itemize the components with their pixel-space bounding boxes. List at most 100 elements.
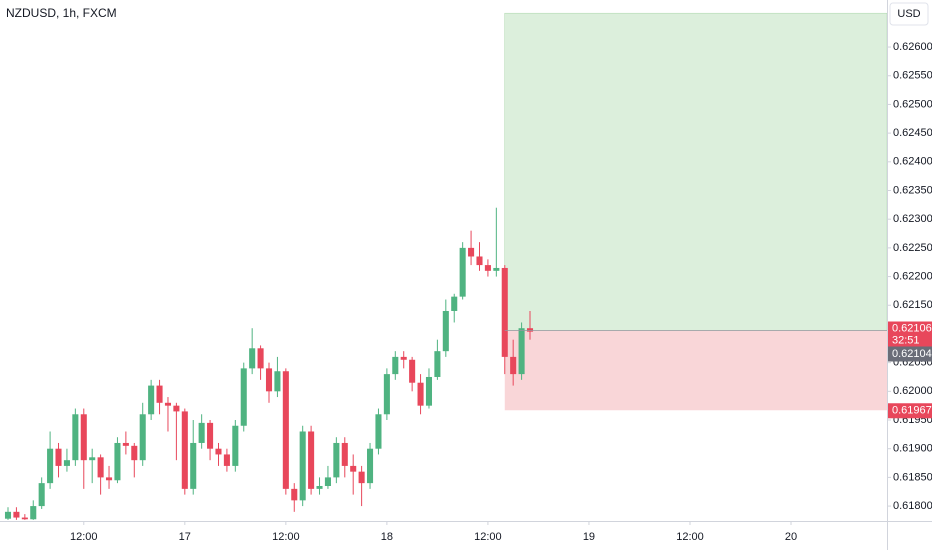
candle-body [451, 296, 458, 311]
candle-body [55, 448, 62, 466]
candle-body [249, 348, 256, 369]
candle-body [501, 267, 508, 357]
candle-body [148, 385, 155, 415]
candle-body [434, 351, 441, 377]
candle-body [47, 448, 54, 484]
candle-body [122, 442, 129, 446]
candle-body [164, 402, 172, 406]
candle-body [30, 506, 37, 520]
entry-price-box [888, 321, 932, 347]
y-tick-label: 0.61900 [893, 443, 932, 455]
candle-body [173, 405, 180, 412]
candle-body [417, 382, 424, 406]
candle-body [38, 483, 45, 507]
y-tick-label: 0.61850 [893, 471, 932, 483]
candle-body [425, 376, 433, 406]
last-price-box [888, 346, 932, 362]
y-tick-label: 0.62400 [893, 156, 932, 168]
candle-body [190, 442, 197, 489]
candle-body [442, 310, 449, 352]
y-tick-label: 0.62250 [893, 242, 932, 254]
x-tick-label: 12:00 [474, 531, 502, 543]
candle-body [316, 485, 323, 489]
candle-body [518, 328, 525, 375]
candle-body [526, 328, 534, 332]
plot-area [4, 12, 888, 520]
candle-body [80, 414, 87, 461]
x-tick-label: 17 [179, 531, 191, 543]
x-tick-label: 19 [583, 531, 595, 543]
x-tick-label: 12:00 [676, 531, 704, 543]
candle-body [484, 265, 491, 271]
candle-body [392, 356, 399, 375]
countdown-label: 32:51 [892, 334, 920, 346]
candle-body [510, 356, 517, 375]
y-tick-label: 0.62500 [893, 98, 932, 110]
y-tick-label: 0.62200 [893, 270, 932, 282]
candle-body [215, 448, 222, 455]
y-tick-label: 0.62150 [893, 299, 932, 311]
candle-body [274, 371, 281, 392]
candle-body [375, 414, 382, 449]
stop-price-label: 0.61967 [892, 405, 932, 417]
candle-body [72, 414, 79, 461]
candle-body [257, 348, 264, 369]
loss-zone [504, 330, 887, 411]
x-tick-label: 12:00 [272, 531, 300, 543]
candle-body [265, 368, 273, 392]
candle-body [223, 454, 230, 466]
y-tick-label: 0.62450 [893, 127, 932, 139]
candle-body [308, 431, 315, 489]
profit-zone [504, 12, 888, 331]
y-tick-label: 0.62000 [893, 385, 932, 397]
candle-body [232, 425, 239, 466]
candle-body [97, 457, 104, 478]
candle-body [341, 442, 348, 466]
candle-body [324, 477, 331, 486]
y-tick-label: 0.61800 [893, 500, 932, 512]
candle-body [333, 442, 340, 478]
y-tick-label: 0.62600 [893, 41, 932, 53]
entry-price-label: 0.62106 [892, 322, 932, 334]
candle-body [207, 422, 214, 449]
x-tick-label: 20 [785, 531, 797, 543]
candle-body [468, 247, 475, 257]
candle-body [282, 371, 289, 489]
candle-body [459, 247, 466, 297]
x-tick-label: 12:00 [70, 531, 98, 543]
candle-body [139, 414, 146, 461]
x-tick-label: 18 [381, 531, 393, 543]
candle-body [13, 511, 20, 518]
candle-body [367, 448, 374, 484]
candle-body [89, 457, 96, 461]
stop-price-box [888, 403, 932, 419]
chart-title: NZDUSD, 1h, FXCM [6, 6, 117, 20]
candle-body [4, 511, 12, 519]
candle-body [21, 517, 28, 520]
candle-body [181, 411, 188, 489]
currency-button[interactable] [889, 2, 929, 26]
candle-body [63, 460, 70, 466]
candle-body [350, 465, 357, 472]
candle-body [291, 488, 298, 501]
y-tick-label: 0.62350 [893, 184, 932, 196]
candle-body [156, 385, 163, 403]
y-tick-label: 0.62550 [893, 70, 932, 82]
candle-body [476, 256, 483, 266]
candle-body [409, 359, 416, 383]
candle-body [400, 356, 407, 360]
y-tick-label: 0.62300 [893, 213, 932, 225]
candle-body [358, 471, 365, 484]
candle-body [106, 477, 113, 481]
candle-body [383, 374, 390, 415]
last-price-label: 0.62104 [892, 348, 932, 360]
candle-body [131, 445, 138, 461]
candle-body [114, 442, 121, 481]
candle-body [299, 431, 306, 501]
currency-label[interactable]: USD [897, 8, 920, 20]
candle-body [493, 267, 500, 271]
candle-body [240, 368, 247, 426]
candle-body [198, 422, 205, 443]
